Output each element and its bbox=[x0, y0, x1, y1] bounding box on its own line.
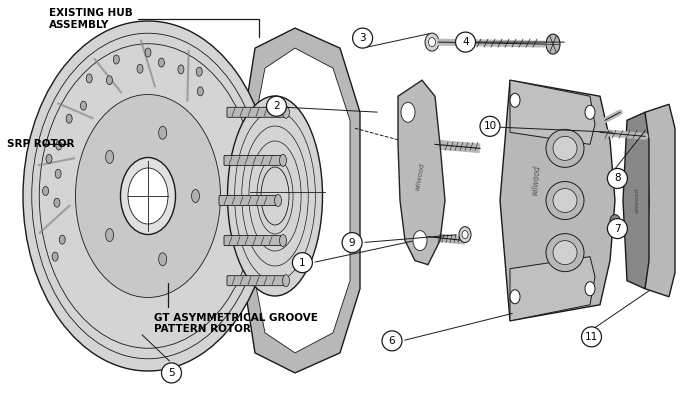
Ellipse shape bbox=[546, 234, 584, 271]
Ellipse shape bbox=[228, 96, 323, 296]
Ellipse shape bbox=[55, 169, 61, 178]
Circle shape bbox=[162, 363, 181, 383]
Text: 7: 7 bbox=[614, 224, 621, 233]
Ellipse shape bbox=[120, 158, 176, 235]
FancyBboxPatch shape bbox=[219, 196, 276, 205]
Text: GT ASYMMETRICAL GROOVE
PATTERN ROTOR: GT ASYMMETRICAL GROOVE PATTERN ROTOR bbox=[154, 284, 318, 334]
Ellipse shape bbox=[510, 290, 520, 304]
Polygon shape bbox=[255, 48, 350, 353]
Ellipse shape bbox=[106, 150, 113, 164]
Ellipse shape bbox=[553, 188, 577, 213]
Ellipse shape bbox=[178, 65, 184, 74]
Ellipse shape bbox=[283, 275, 290, 287]
Circle shape bbox=[582, 327, 601, 347]
Text: 10: 10 bbox=[484, 122, 496, 131]
Ellipse shape bbox=[546, 130, 584, 167]
Ellipse shape bbox=[106, 76, 113, 85]
Ellipse shape bbox=[66, 114, 72, 123]
Ellipse shape bbox=[283, 106, 290, 118]
FancyBboxPatch shape bbox=[227, 107, 284, 117]
Ellipse shape bbox=[196, 67, 202, 76]
Circle shape bbox=[608, 219, 627, 239]
Ellipse shape bbox=[274, 194, 281, 207]
Text: wilwood: wilwood bbox=[414, 162, 426, 191]
Text: 3: 3 bbox=[359, 33, 366, 43]
Ellipse shape bbox=[159, 253, 167, 266]
Text: wilwood: wilwood bbox=[634, 188, 640, 213]
Ellipse shape bbox=[425, 33, 439, 51]
Ellipse shape bbox=[585, 282, 595, 296]
Ellipse shape bbox=[459, 227, 471, 243]
Ellipse shape bbox=[401, 102, 415, 122]
Text: 6: 6 bbox=[389, 336, 396, 346]
Ellipse shape bbox=[56, 141, 62, 150]
Ellipse shape bbox=[553, 136, 577, 160]
Polygon shape bbox=[623, 112, 649, 289]
Ellipse shape bbox=[76, 95, 220, 298]
Ellipse shape bbox=[585, 105, 595, 119]
FancyBboxPatch shape bbox=[224, 156, 281, 165]
Ellipse shape bbox=[46, 154, 52, 163]
Polygon shape bbox=[645, 104, 675, 297]
Ellipse shape bbox=[54, 198, 60, 207]
Text: 1: 1 bbox=[299, 258, 306, 267]
Text: EXISTING HUB
ASSEMBLY: EXISTING HUB ASSEMBLY bbox=[49, 8, 259, 37]
Ellipse shape bbox=[197, 87, 203, 96]
Ellipse shape bbox=[23, 21, 273, 371]
Ellipse shape bbox=[80, 101, 87, 110]
Ellipse shape bbox=[261, 167, 289, 225]
FancyBboxPatch shape bbox=[227, 276, 284, 286]
Text: SRP ROTOR: SRP ROTOR bbox=[7, 140, 74, 149]
Ellipse shape bbox=[60, 235, 65, 244]
Polygon shape bbox=[398, 80, 445, 265]
Text: 5: 5 bbox=[168, 368, 175, 378]
Text: 11: 11 bbox=[585, 332, 598, 342]
Circle shape bbox=[267, 96, 286, 116]
Circle shape bbox=[293, 253, 312, 273]
Polygon shape bbox=[510, 257, 595, 321]
Circle shape bbox=[456, 32, 475, 52]
Ellipse shape bbox=[106, 229, 113, 241]
Ellipse shape bbox=[113, 55, 119, 64]
Circle shape bbox=[480, 116, 500, 136]
Ellipse shape bbox=[192, 190, 199, 203]
Ellipse shape bbox=[546, 182, 584, 219]
Text: 8: 8 bbox=[614, 174, 621, 183]
Ellipse shape bbox=[413, 231, 427, 251]
Ellipse shape bbox=[159, 126, 167, 139]
Ellipse shape bbox=[128, 168, 168, 224]
Ellipse shape bbox=[553, 241, 577, 265]
Text: 9: 9 bbox=[349, 238, 356, 247]
Polygon shape bbox=[500, 80, 615, 321]
Polygon shape bbox=[245, 28, 360, 373]
Ellipse shape bbox=[510, 93, 520, 107]
Text: 2: 2 bbox=[273, 101, 280, 111]
Text: wilwood: wilwood bbox=[530, 165, 542, 196]
Ellipse shape bbox=[279, 235, 286, 247]
Ellipse shape bbox=[86, 74, 92, 83]
Ellipse shape bbox=[145, 48, 151, 57]
Ellipse shape bbox=[43, 186, 48, 196]
Polygon shape bbox=[510, 80, 595, 144]
Ellipse shape bbox=[428, 38, 435, 47]
Ellipse shape bbox=[462, 231, 468, 239]
Ellipse shape bbox=[52, 252, 58, 261]
Ellipse shape bbox=[610, 215, 620, 227]
Circle shape bbox=[353, 28, 372, 48]
Ellipse shape bbox=[279, 154, 286, 166]
FancyBboxPatch shape bbox=[224, 236, 281, 245]
Circle shape bbox=[608, 168, 627, 188]
Ellipse shape bbox=[546, 34, 560, 54]
Circle shape bbox=[342, 233, 362, 253]
Text: 4: 4 bbox=[462, 37, 469, 47]
Ellipse shape bbox=[158, 58, 164, 67]
Circle shape bbox=[382, 331, 402, 351]
Ellipse shape bbox=[137, 64, 143, 73]
